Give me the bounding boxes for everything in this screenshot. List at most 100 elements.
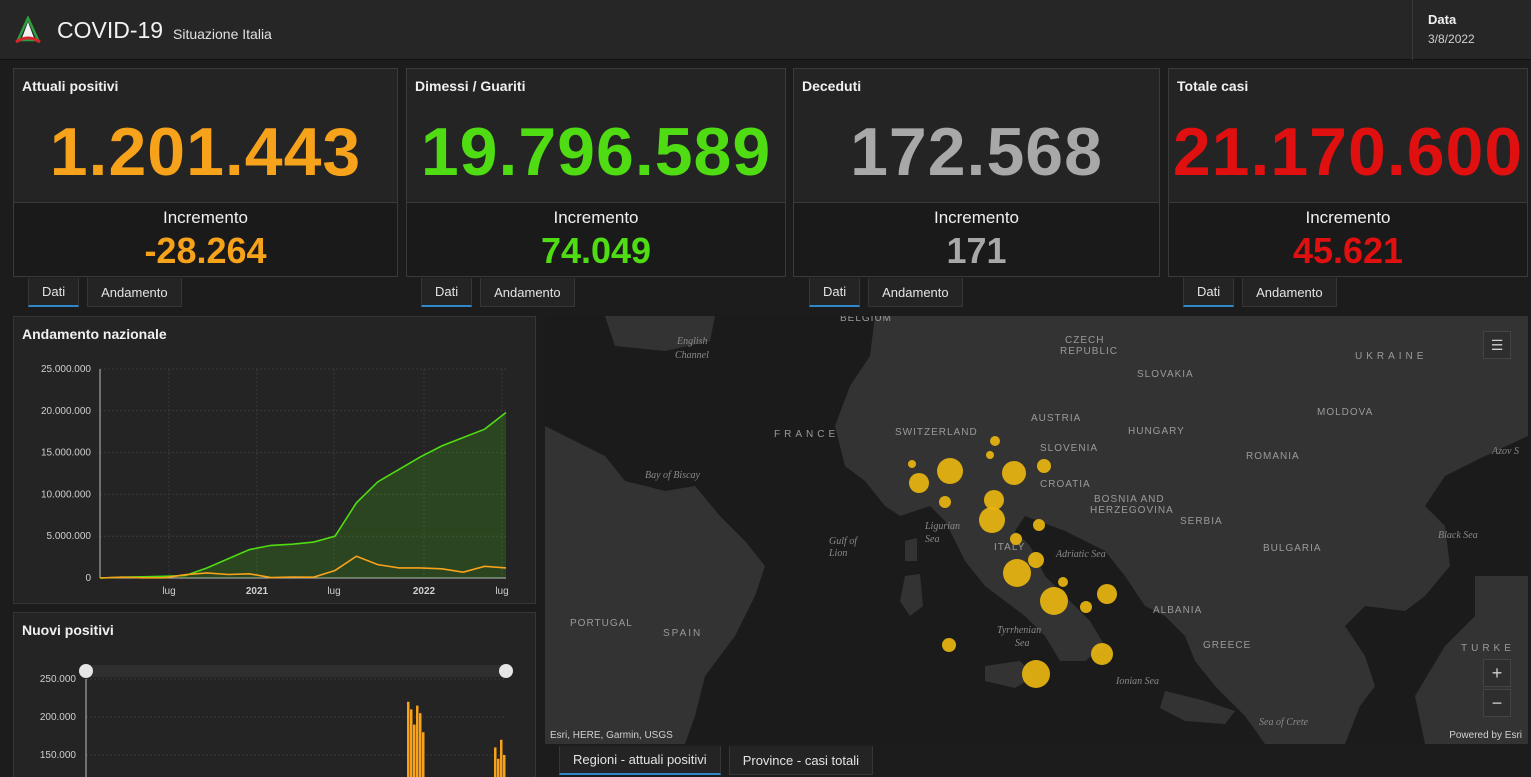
region-bubble[interactable] xyxy=(1097,584,1117,604)
tab-dati[interactable]: Dati xyxy=(1183,278,1235,307)
region-bubble[interactable] xyxy=(1028,552,1044,568)
y-tick-label: 15.000.000 xyxy=(41,448,91,459)
region-bubble[interactable] xyxy=(1010,533,1022,545)
region-bubble[interactable] xyxy=(984,490,1004,510)
region-bubble[interactable] xyxy=(1080,601,1092,613)
region-bubble[interactable] xyxy=(909,473,929,493)
x-tick-label: 2021 xyxy=(246,586,269,597)
sea-label-black: Black Sea xyxy=(1438,530,1478,541)
nuovi-positivi-bar-chart[interactable]: 150.000 200.000 250.000 xyxy=(14,613,535,777)
top-bar: COVID-19 Situazione Italia Data 3/8/2022 xyxy=(0,0,1531,60)
zoom-out-icon[interactable]: − xyxy=(1483,689,1511,717)
region-bubble[interactable] xyxy=(1002,461,1026,485)
map-label-hungary: HUNGARY xyxy=(1128,426,1185,437)
increment-value: 45.621 xyxy=(1292,230,1404,271)
tab-andamento[interactable]: Andamento xyxy=(480,278,575,307)
app-title: COVID-19 xyxy=(57,17,164,43)
y-tick-label: 20.000.000 xyxy=(41,406,91,417)
panel-title: Nuovi positivi xyxy=(22,622,114,638)
card-deceduti: Deceduti 172.568 Incremento 171 xyxy=(793,68,1160,277)
tab-dati[interactable]: Dati xyxy=(28,278,80,307)
region-bubble[interactable] xyxy=(1022,660,1050,688)
region-bubble[interactable] xyxy=(979,507,1005,533)
y-tick-label: 200.000 xyxy=(40,712,77,723)
tab-province[interactable]: Province - casi totali xyxy=(728,746,874,775)
sea-label-tyrrhenian-sea: Sea xyxy=(1015,638,1029,649)
map-canvas[interactable]: BELGIUM CZECH REPUBLIC UKRAINE SLOVAKIA … xyxy=(545,316,1528,744)
date-value: 3/8/2022 xyxy=(1428,32,1475,46)
region-bubble[interactable] xyxy=(908,460,916,468)
increment-label: Incremento xyxy=(933,208,1020,227)
zoom-in-icon[interactable]: + xyxy=(1483,659,1511,687)
region-bubble[interactable] xyxy=(939,496,951,508)
bar xyxy=(497,758,500,777)
region-bubble[interactable] xyxy=(1037,459,1051,473)
map-label-portugal: PORTUGAL xyxy=(570,618,633,629)
region-bubble[interactable] xyxy=(986,451,994,459)
y-tick-label: 150.000 xyxy=(40,750,77,761)
bar xyxy=(416,705,419,777)
card-tabs-deceduti: Dati Andamento xyxy=(809,278,963,308)
andamento-line-chart[interactable]: 0 5.000.000 10.000.000 15.000.000 20.000.000… xyxy=(14,317,535,603)
bar xyxy=(494,747,497,777)
bar xyxy=(419,713,422,777)
y-tick-label: 10.000.000 xyxy=(41,489,91,500)
x-tick-label: lug xyxy=(495,586,508,597)
increment-label: Incremento xyxy=(1305,208,1391,227)
sea-label-crete: Sea of Crete xyxy=(1259,717,1309,728)
region-bubble[interactable] xyxy=(1003,559,1031,587)
italy-map[interactable]: BELGIUM CZECH REPUBLIC UKRAINE SLOVAKIA … xyxy=(545,316,1528,744)
sea-label-lion: Lion xyxy=(828,548,847,559)
panel-title: Andamento nazionale xyxy=(22,326,167,342)
sea-label-azov: Azov S xyxy=(1491,446,1519,457)
card-totale-casi: Totale casi 21.170.600 Incremento 45.621 xyxy=(1168,68,1528,277)
map-label-france: FRANCE xyxy=(774,429,839,440)
y-tick-label: 250.000 xyxy=(40,674,77,685)
nuovi-positivi-panel: Nuovi positivi 150.000 200.000 250.000 xyxy=(13,612,536,777)
tab-dati[interactable]: Dati xyxy=(809,278,861,307)
increment-label: Incremento xyxy=(553,208,639,227)
region-bubble[interactable] xyxy=(1091,643,1113,665)
x-tick-label: lug xyxy=(327,586,340,597)
sea-label-ionian: Ionian Sea xyxy=(1115,676,1159,687)
map-label-switzerland: SWITZERLAND xyxy=(895,427,978,438)
region-bubble[interactable] xyxy=(937,458,963,484)
map-attribution: Esri, HERE, Garmin, USGS xyxy=(550,730,673,741)
legend-list-icon[interactable]: ☰ xyxy=(1483,331,1511,359)
bar xyxy=(422,732,425,777)
region-bubble[interactable] xyxy=(1033,519,1045,531)
map-label-moldova: MOLDOVA xyxy=(1317,407,1373,418)
range-slider-handle-left xyxy=(79,664,93,678)
region-bubble[interactable] xyxy=(1058,577,1068,587)
card-tabs-attuali: Dati Andamento xyxy=(28,278,182,308)
card-value: 172.568 xyxy=(850,114,1103,190)
region-bubble[interactable] xyxy=(1040,587,1068,615)
region-bubble[interactable] xyxy=(990,436,1000,446)
tab-andamento[interactable]: Andamento xyxy=(868,278,963,307)
map-label-romania: ROMANIA xyxy=(1246,451,1300,462)
tab-andamento[interactable]: Andamento xyxy=(87,278,182,307)
y-tick-label: 25.000.000 xyxy=(41,364,91,375)
card-attuali-positivi: Attuali positivi 1.201.443 Incremento -2… xyxy=(13,68,398,277)
tab-dati[interactable]: Dati xyxy=(421,278,473,307)
card-title: Totale casi xyxy=(1177,78,1249,94)
map-label-serbia: SERBIA xyxy=(1180,516,1223,527)
map-label-slovakia: SLOVAKIA xyxy=(1137,369,1194,380)
card-increment: Incremento 171 xyxy=(794,202,1159,276)
map-label-czech: CZECH xyxy=(1065,335,1104,346)
tab-regioni[interactable]: Regioni - attuali positivi xyxy=(559,746,721,775)
tab-andamento[interactable]: Andamento xyxy=(1242,278,1337,307)
card-tabs-totale: Dati Andamento xyxy=(1183,278,1337,308)
card-title: Attuali positivi xyxy=(22,78,119,94)
sea-label-adriatic: Adriatic Sea xyxy=(1055,549,1106,560)
map-label-spain: SPAIN xyxy=(663,628,702,639)
increment-label: Incremento xyxy=(162,208,249,227)
card-value: 1.201.443 xyxy=(49,114,362,190)
bar xyxy=(413,724,416,777)
region-bubble[interactable] xyxy=(942,638,956,652)
card-increment: Incremento -28.264 xyxy=(14,202,397,276)
increment-value: 171 xyxy=(946,230,1007,271)
region-bubbles[interactable] xyxy=(908,436,1117,688)
map-label-turkey: TURKE xyxy=(1461,643,1515,654)
map-powered-by[interactable]: Powered by Esri xyxy=(1449,730,1522,741)
